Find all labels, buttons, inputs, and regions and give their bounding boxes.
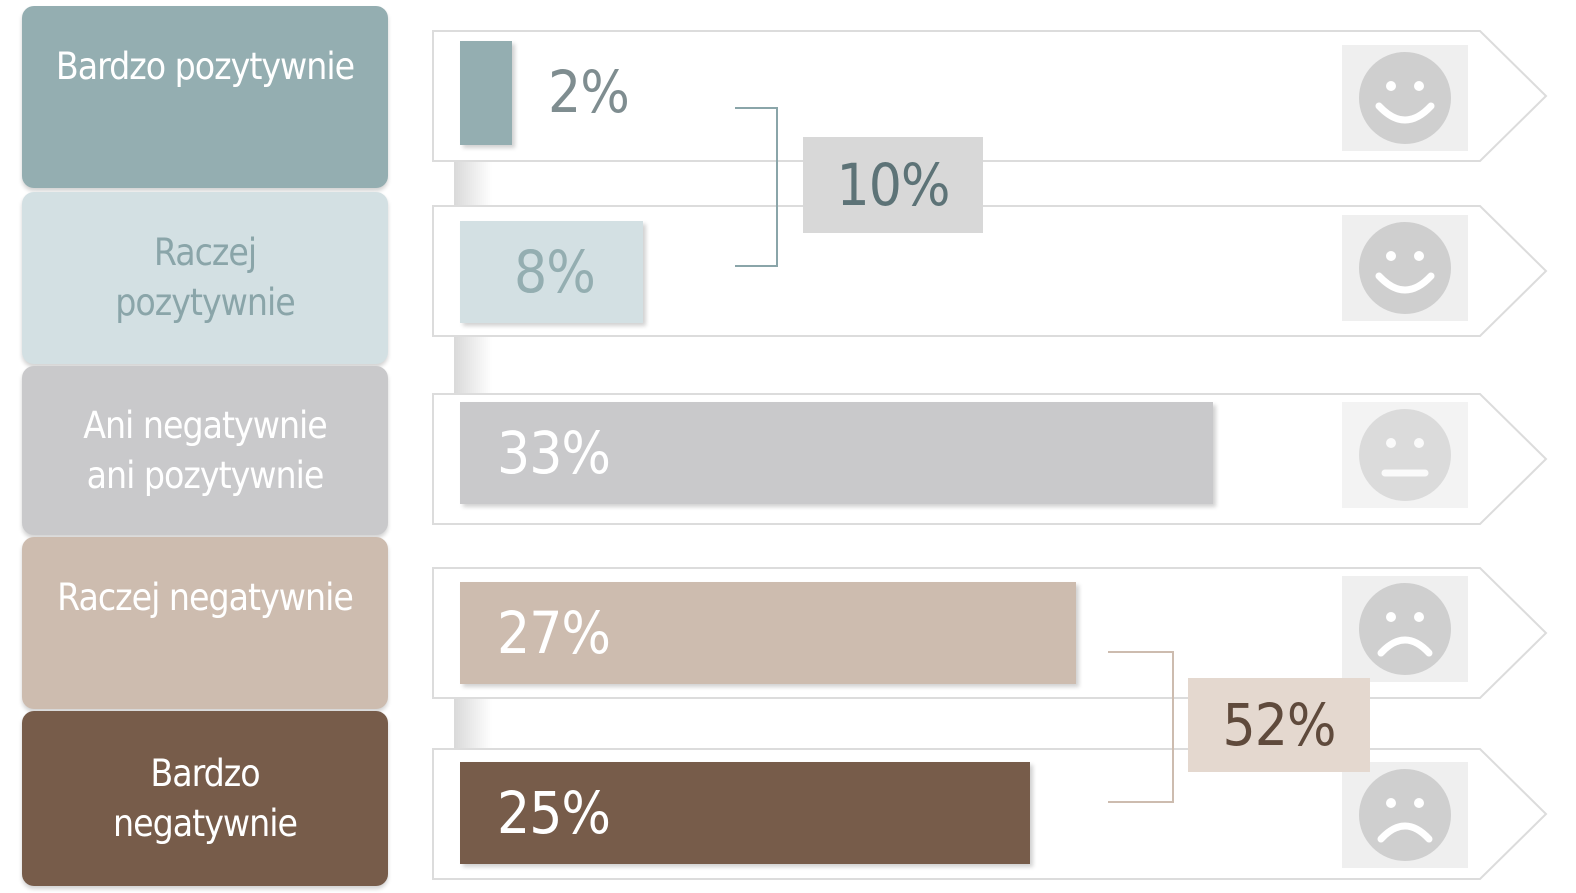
frown-icon [1342, 576, 1468, 682]
frown-icon [1342, 762, 1468, 868]
neutral-face-icon [1342, 402, 1468, 508]
row-arrow-frame [432, 205, 1554, 337]
category-label: Raczej negatywnie [22, 537, 388, 709]
category-label: Bardzo pozytywnie [22, 6, 388, 188]
category-label-text: Bardzo pozytywnie [55, 45, 355, 88]
value-label: 25% [497, 779, 611, 847]
value-label: 2% [548, 58, 630, 126]
row-arrow-outline [432, 30, 1548, 162]
bar [460, 582, 1077, 684]
bar [460, 221, 643, 323]
category-label: Raczej pozytywnie [22, 192, 388, 364]
group-total-label: 10% [803, 137, 983, 233]
group-total-label: 52% [1188, 678, 1370, 772]
category-label-text: Raczej negatywnie [57, 576, 354, 619]
smile-icon [1342, 215, 1468, 321]
category-label-text: Ani negatywnie ani pozytywnie [83, 403, 328, 497]
bar [460, 41, 512, 145]
value-label: 33% [497, 419, 611, 487]
axis-shadow [454, 330, 492, 400]
category-label-text: Bardzo negatywnie [113, 751, 298, 845]
bar [460, 762, 1031, 864]
value-label: 8% [514, 238, 596, 306]
row-arrow-frame [432, 30, 1554, 162]
bar [460, 402, 1213, 504]
category-label: Ani negatywnie ani pozytywnie [22, 366, 388, 535]
value-label: 27% [497, 599, 611, 667]
smile-icon [1342, 45, 1468, 151]
row-arrow-outline [432, 205, 1548, 337]
axis-shadow [454, 690, 492, 750]
category-label: Bardzo negatywnie [22, 711, 388, 886]
category-label-text: Raczej pozytywnie [115, 231, 295, 324]
